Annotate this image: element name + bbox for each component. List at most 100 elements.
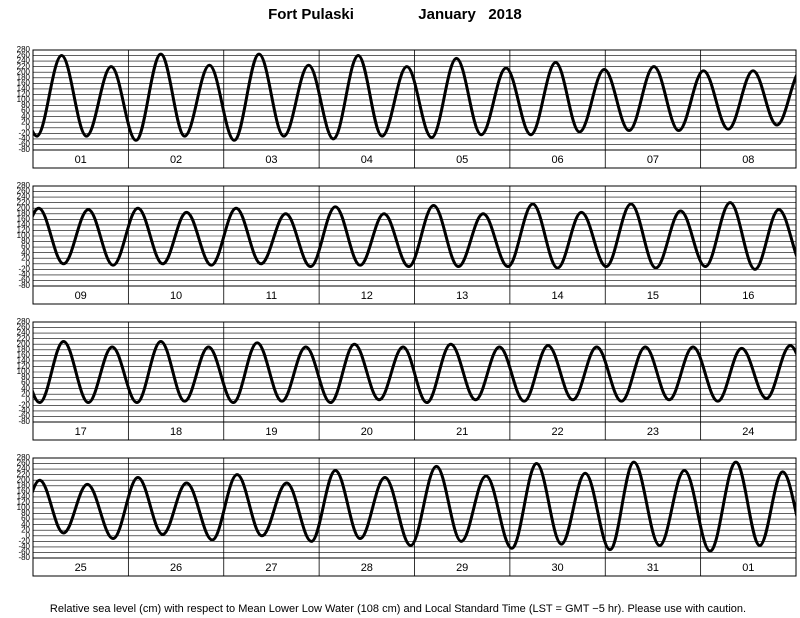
y-tick-label: 140 [17,356,31,365]
y-tick-label: 200 [17,339,31,348]
chart-period: January 2018 [418,6,521,23]
y-tick-label: 40 [21,384,30,393]
x-tick-label: 30 [551,562,563,574]
x-tick-label: 10 [170,290,182,302]
y-tick-label: -20 [18,536,30,545]
x-tick-label: 12 [361,290,373,302]
tide-line [33,339,796,405]
y-tick-label: 0 [26,259,31,268]
y-tick-label: -80 [18,417,30,426]
x-tick-label: 18 [170,426,182,438]
y-tick-label: 20 [21,117,30,126]
y-tick-label: 200 [17,475,31,484]
x-tick-label: 02 [170,154,182,166]
x-tick-label: 14 [551,290,563,302]
y-tick-label: 100 [17,367,31,376]
y-tick-label: 280 [17,317,31,326]
y-tick-label: 100 [17,231,31,240]
y-tick-label: 40 [21,520,30,529]
x-tick-label: 07 [647,154,659,166]
y-tick-label: -20 [18,264,30,273]
y-tick-label: -40 [18,542,30,551]
y-tick-label: 160 [17,78,31,87]
y-tick-label: 260 [17,459,31,468]
y-tick-label: 280 [17,45,31,54]
x-tick-label: 29 [456,562,468,574]
y-tick-label: 0 [26,531,31,540]
x-tick-label: 25 [75,562,87,574]
footnote: Relative sea level (cm) with respect to … [50,603,746,615]
x-tick-label: 20 [361,426,373,438]
y-tick-label: 80 [21,373,30,382]
y-tick-label: 140 [17,84,31,93]
y-tick-label: 180 [17,209,31,218]
panel-frame [32,49,797,169]
x-tick-label: 03 [265,154,277,166]
y-tick-label: 120 [17,362,31,371]
y-tick-label: 220 [17,198,31,207]
y-tick-label: 60 [21,378,30,387]
y-tick-label: 240 [17,328,31,337]
y-tick-label: 180 [17,73,31,82]
y-tick-label: 80 [21,237,30,246]
y-tick-label: 200 [17,203,31,212]
y-tick-label: 160 [17,350,31,359]
x-tick-label: 15 [647,290,659,302]
y-tick-label: -20 [18,128,30,137]
x-tick-label: 13 [456,290,468,302]
y-tick-label: 0 [26,123,31,132]
y-tick-label: -60 [18,412,30,421]
x-tick-label: 19 [265,426,277,438]
y-tick-label: 40 [21,112,30,121]
y-tick-label: 60 [21,242,30,251]
y-tick-label: -20 [18,400,30,409]
x-tick-label: 31 [647,562,659,574]
x-tick-label: 01 [742,562,754,574]
y-tick-label: -40 [18,134,30,143]
x-tick-label: 28 [361,562,373,574]
y-tick-label: 280 [17,453,31,462]
chart-title: Fort Pulaski [268,6,354,23]
y-tick-label: 260 [17,51,31,60]
tide-line [33,52,796,142]
x-tick-label: 05 [456,154,468,166]
y-tick-label: -80 [18,145,30,154]
x-tick-label: 22 [551,426,563,438]
y-tick-label: 220 [17,334,31,343]
y-tick-label: -80 [18,281,30,290]
x-tick-label: 01 [75,154,87,166]
y-tick-label: 140 [17,492,31,501]
y-tick-label: 200 [17,67,31,76]
y-tick-label: 80 [21,101,30,110]
tide-line [33,460,796,553]
y-tick-label: 100 [17,503,31,512]
x-tick-label: 26 [170,562,182,574]
y-tick-label: -60 [18,548,30,557]
y-tick-label: 20 [21,389,30,398]
x-tick-label: 24 [742,426,754,438]
panel-frame [32,185,797,305]
y-tick-label: 60 [21,514,30,523]
x-tick-label: 23 [647,426,659,438]
x-tick-label: 16 [742,290,754,302]
y-tick-label: 260 [17,323,31,332]
y-tick-label: -40 [18,270,30,279]
y-tick-label: 220 [17,470,31,479]
x-tick-label: 21 [456,426,468,438]
y-tick-label: 120 [17,90,31,99]
y-tick-label: 240 [17,192,31,201]
y-tick-label: 180 [17,481,31,490]
x-tick-label: 27 [265,562,277,574]
y-tick-label: 40 [21,248,30,257]
y-tick-label: 160 [17,214,31,223]
y-tick-label: 20 [21,253,30,262]
x-tick-label: 06 [551,154,563,166]
y-tick-label: 60 [21,106,30,115]
y-tick-label: 260 [17,187,31,196]
y-tick-label: 160 [17,486,31,495]
panel-frame [32,321,797,441]
y-tick-label: 180 [17,345,31,354]
x-tick-label: 17 [75,426,87,438]
